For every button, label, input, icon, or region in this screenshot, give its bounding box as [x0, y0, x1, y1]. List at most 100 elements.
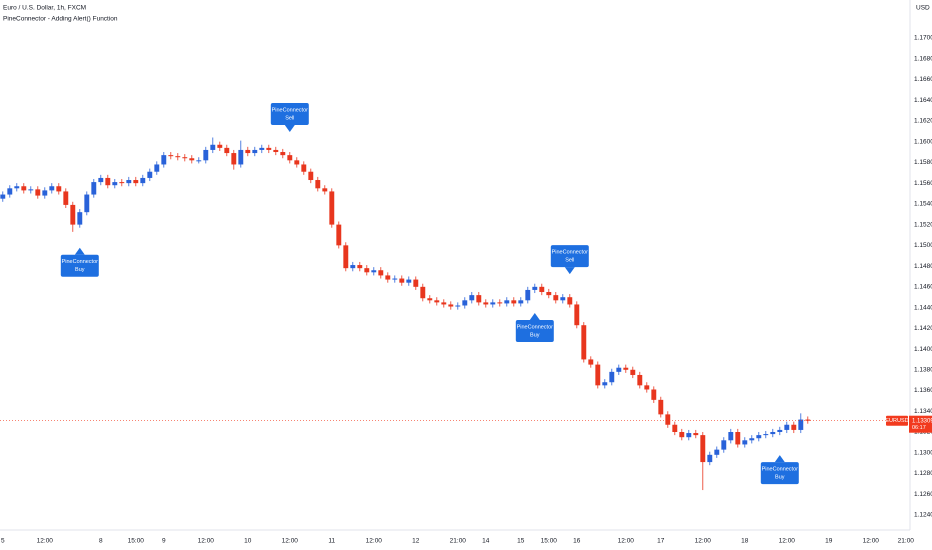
candle-body	[721, 440, 727, 450]
candle-body	[518, 300, 524, 304]
x-tick-label: 12:00	[198, 538, 215, 545]
x-tick-label: 12:00	[37, 538, 54, 545]
candle-body	[70, 204, 76, 225]
candle-body	[532, 286, 538, 290]
candle-body	[637, 374, 643, 386]
annotation-box	[760, 462, 799, 485]
candle-body	[28, 189, 34, 191]
candle-body	[511, 300, 517, 304]
candle-body	[483, 302, 489, 305]
candle-body	[441, 302, 447, 305]
candle-body	[196, 160, 202, 162]
candle-body	[140, 177, 146, 184]
candle-body	[252, 149, 258, 154]
candle-body	[651, 389, 657, 400]
annotation-text: PineConnector	[762, 467, 799, 473]
candle-body	[693, 433, 699, 436]
candle-body	[658, 399, 664, 415]
candle-body	[273, 149, 279, 153]
candle-body	[294, 160, 300, 165]
candle-body	[336, 224, 342, 246]
y-tick-label: 1.13400	[914, 408, 932, 415]
y-tick-label: 1.13000	[914, 449, 932, 456]
x-tick-label: 10	[244, 538, 252, 545]
x-tick-label: 21:00	[450, 538, 467, 545]
candle-body	[455, 305, 461, 307]
y-tick-label: 1.15600	[914, 180, 932, 187]
y-tick-label: 1.15000	[914, 242, 932, 249]
annotation-arrow	[564, 267, 575, 275]
candle-body	[392, 278, 398, 280]
annotation-box	[550, 245, 589, 268]
x-tick-label: 14	[482, 538, 490, 545]
candle-body	[756, 435, 762, 439]
y-tick-label: 1.16200	[914, 118, 932, 125]
candle-body	[686, 433, 692, 438]
y-tick-label: 1.13600	[914, 387, 932, 394]
candle-body	[490, 302, 496, 305]
annotation-text: PineConnector	[272, 107, 309, 113]
candle-body	[91, 182, 97, 195]
candle-body	[413, 279, 419, 287]
x-tick-label: 12:00	[282, 538, 299, 545]
candle-body	[406, 279, 412, 283]
candle-body	[602, 382, 608, 386]
candle-body	[119, 182, 125, 184]
candle-body	[679, 432, 685, 438]
candle-body	[378, 270, 384, 276]
y-tick-label: 1.14200	[914, 325, 932, 332]
annotation-text: PineConnector	[62, 259, 99, 265]
candle-body	[644, 385, 650, 390]
candle-body	[84, 194, 90, 213]
y-tick-label: 1.14000	[914, 346, 932, 353]
y-tick-label: 1.14800	[914, 263, 932, 270]
candle-body	[266, 147, 272, 150]
candle-body	[427, 298, 433, 301]
candle-body	[217, 144, 223, 148]
y-axis-label: USD	[916, 5, 930, 12]
candle-body	[581, 325, 587, 360]
x-tick-label: 12:00	[779, 538, 796, 545]
price-label-box	[909, 415, 932, 433]
annotation-arrow	[529, 313, 540, 321]
candle-body	[315, 180, 321, 189]
candle-body	[462, 300, 468, 306]
candle-body	[546, 292, 552, 296]
candle-body	[35, 189, 41, 196]
candle-body	[357, 265, 363, 269]
candle-body	[112, 182, 118, 186]
candle-body	[77, 212, 83, 225]
candle-body	[364, 268, 370, 273]
candle-body	[567, 297, 573, 305]
annotation-text: Buy	[75, 267, 85, 273]
candle-body	[329, 191, 335, 225]
candle-body	[385, 275, 391, 280]
y-tick-label: 1.16400	[914, 97, 932, 104]
candle-body	[497, 302, 503, 304]
candle-body	[749, 438, 755, 441]
candle-body	[350, 265, 356, 269]
annotation-text: PineConnector	[517, 325, 554, 331]
candle-body	[42, 190, 48, 196]
candle-body	[371, 270, 377, 273]
candle-body	[770, 432, 776, 435]
candle-body	[553, 295, 559, 301]
candle-body	[133, 180, 139, 184]
candle-body	[588, 359, 594, 365]
candle-body	[280, 152, 286, 156]
candle-body	[49, 186, 55, 191]
candle-body	[175, 156, 181, 158]
x-tick-label: 15:00	[128, 538, 145, 545]
candle-body	[231, 153, 237, 165]
x-tick-label: 8	[99, 538, 103, 545]
candle-body	[434, 300, 440, 303]
x-tick-label: 15	[517, 538, 525, 545]
annotation-arrow	[284, 125, 295, 133]
y-tick-label: 1.12800	[914, 470, 932, 477]
x-tick-label: 18	[741, 538, 749, 545]
y-tick-label: 1.13800	[914, 367, 932, 374]
candle-body	[574, 304, 580, 326]
candle-body	[525, 289, 531, 301]
candle-body	[763, 434, 769, 436]
